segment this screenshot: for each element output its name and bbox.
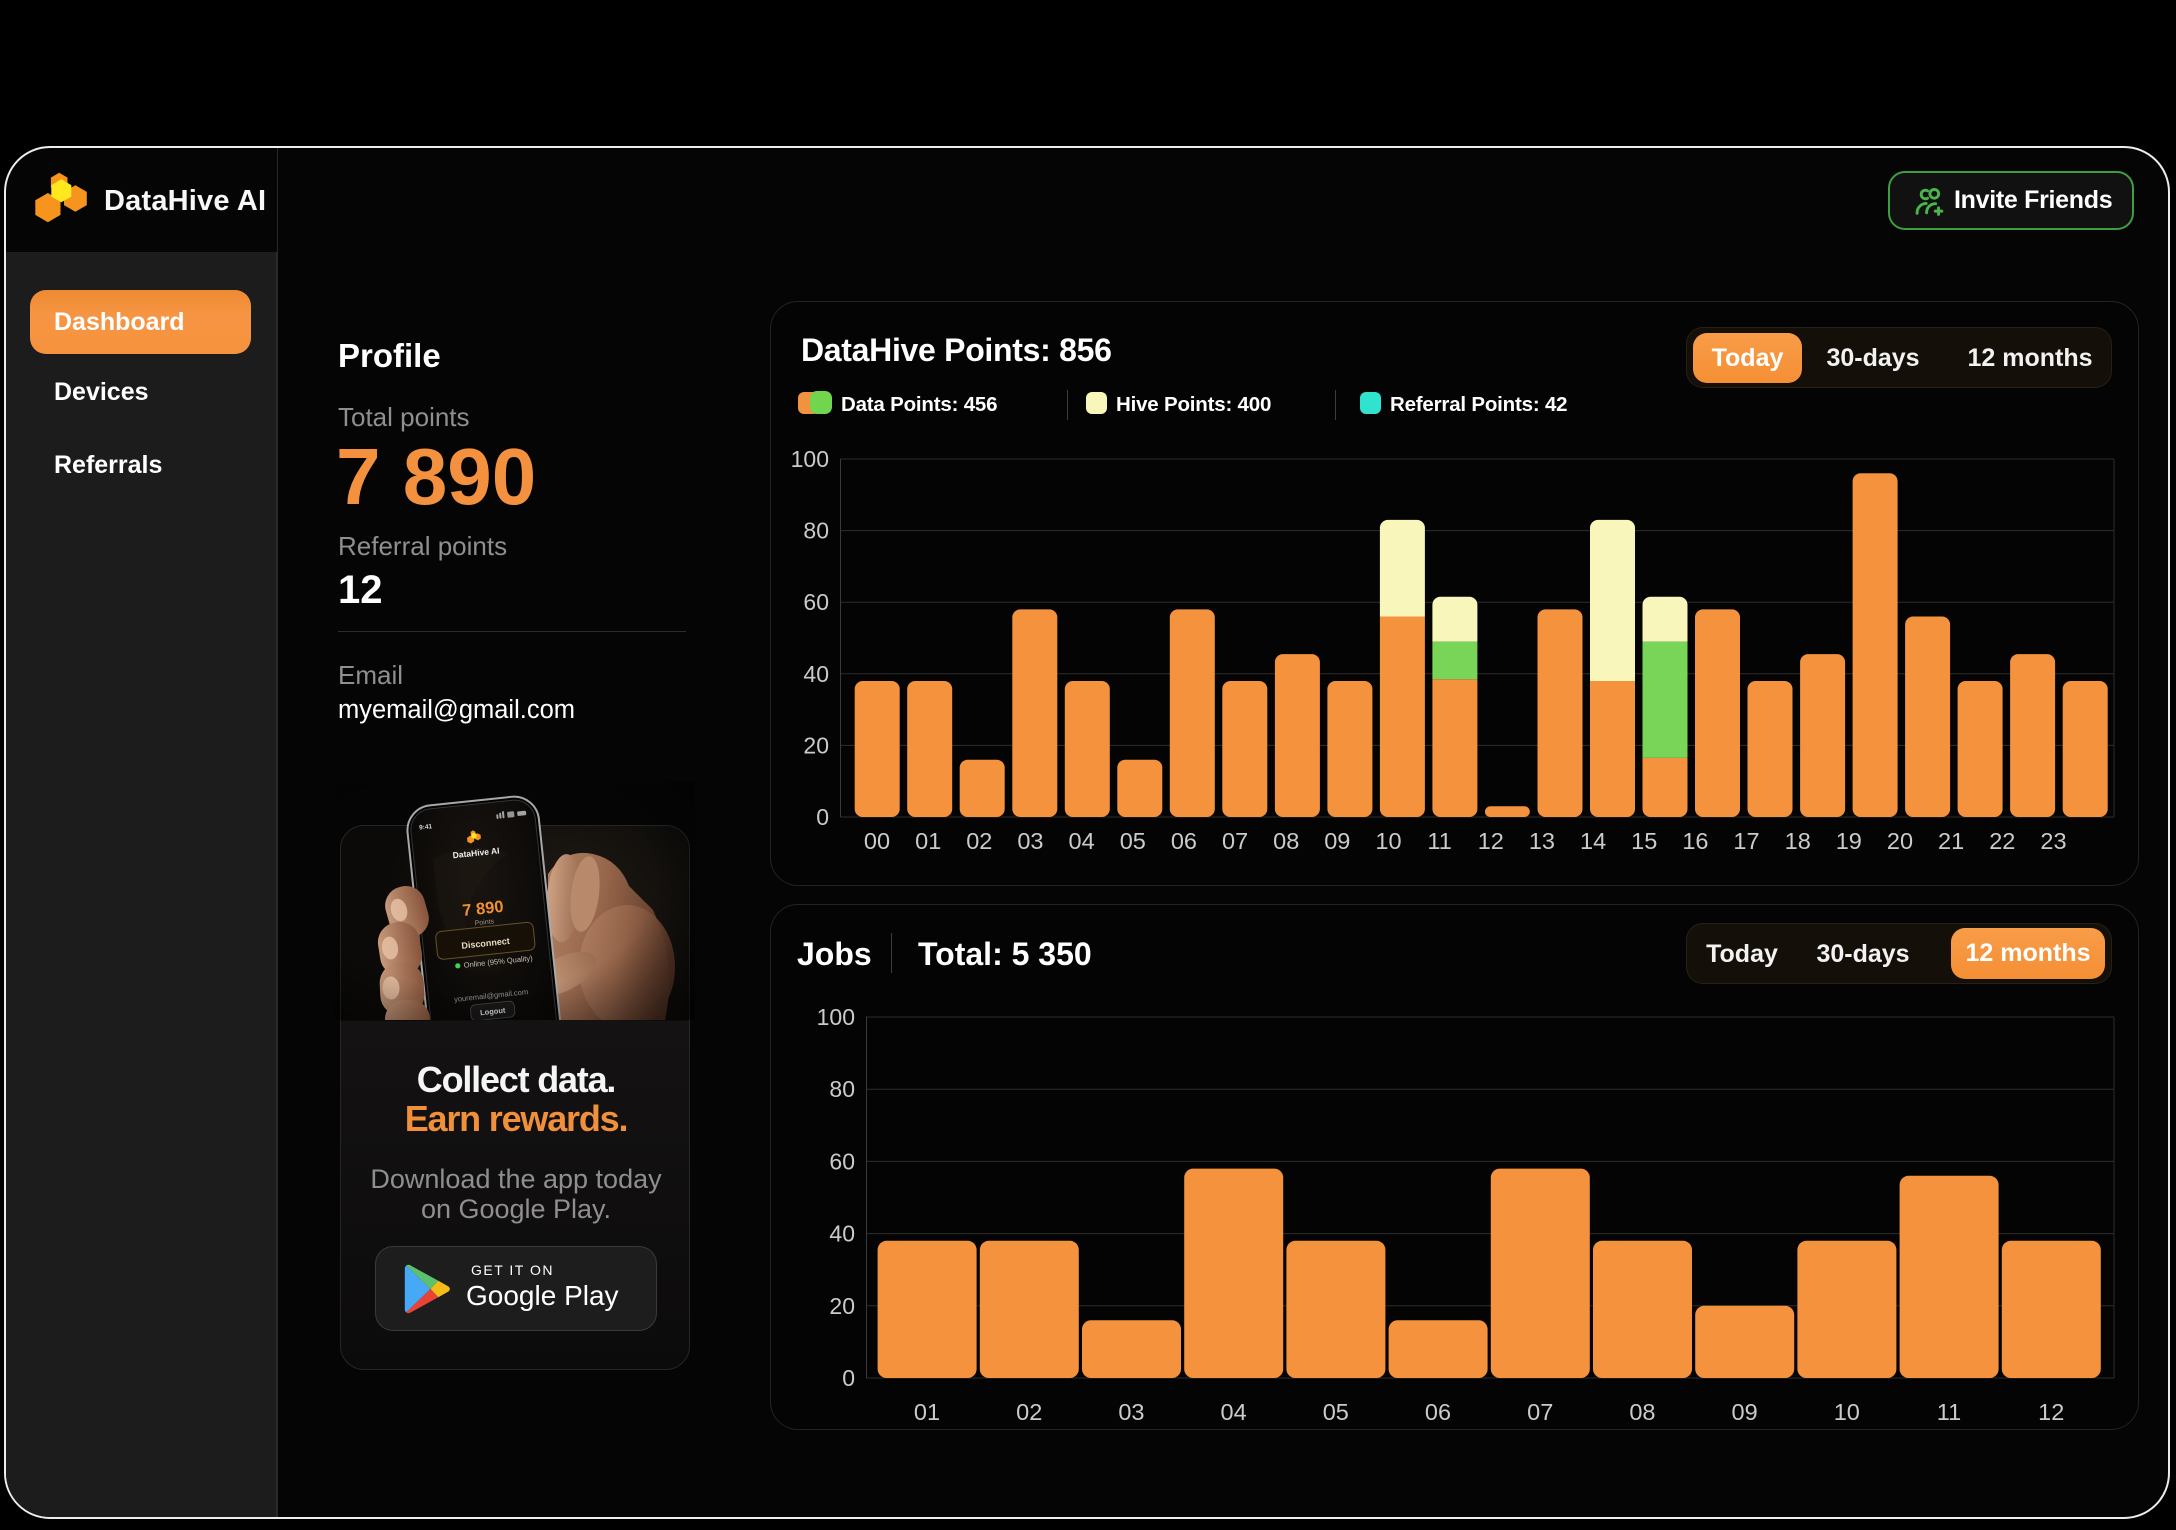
svg-text:80: 80 [803,518,829,544]
svg-text:06: 06 [1171,828,1197,854]
svg-text:02: 02 [1016,1399,1042,1425]
svg-text:02: 02 [966,828,992,854]
svg-text:20: 20 [1887,828,1913,854]
svg-text:00: 00 [864,828,890,854]
svg-text:12: 12 [1478,828,1504,854]
svg-text:17: 17 [1733,828,1759,854]
svg-text:0: 0 [816,804,829,830]
svg-text:07: 07 [1527,1399,1553,1425]
svg-text:60: 60 [803,589,829,615]
svg-text:11: 11 [1427,828,1451,854]
svg-text:05: 05 [1120,828,1146,854]
svg-text:0: 0 [842,1365,855,1391]
svg-text:07: 07 [1222,828,1248,854]
svg-text:12: 12 [2038,1399,2064,1425]
svg-text:06: 06 [1425,1399,1451,1425]
svg-text:13: 13 [1529,828,1555,854]
svg-text:01: 01 [915,828,941,854]
svg-text:11: 11 [1937,1399,1961,1425]
svg-text:20: 20 [829,1293,855,1319]
svg-text:23: 23 [2040,828,2066,854]
svg-text:60: 60 [829,1148,855,1174]
svg-text:09: 09 [1324,828,1350,854]
svg-text:16: 16 [1682,828,1708,854]
svg-text:40: 40 [829,1221,855,1247]
svg-text:01: 01 [914,1399,940,1425]
svg-text:03: 03 [1017,828,1043,854]
svg-text:100: 100 [817,1004,855,1030]
svg-text:08: 08 [1629,1399,1655,1425]
svg-text:10: 10 [1375,828,1401,854]
svg-text:05: 05 [1323,1399,1349,1425]
svg-text:04: 04 [1221,1399,1247,1425]
svg-text:04: 04 [1069,828,1095,854]
svg-text:15: 15 [1631,828,1657,854]
svg-text:22: 22 [1989,828,2015,854]
svg-text:20: 20 [803,732,829,758]
svg-text:21: 21 [1938,828,1964,854]
svg-text:10: 10 [1834,1399,1860,1425]
svg-text:80: 80 [829,1076,855,1102]
svg-text:08: 08 [1273,828,1299,854]
svg-text:19: 19 [1836,828,1862,854]
svg-text:18: 18 [1785,828,1811,854]
svg-text:03: 03 [1118,1399,1144,1425]
svg-text:100: 100 [791,446,829,472]
svg-text:14: 14 [1580,828,1606,854]
svg-text:40: 40 [803,661,829,687]
svg-text:09: 09 [1732,1399,1758,1425]
